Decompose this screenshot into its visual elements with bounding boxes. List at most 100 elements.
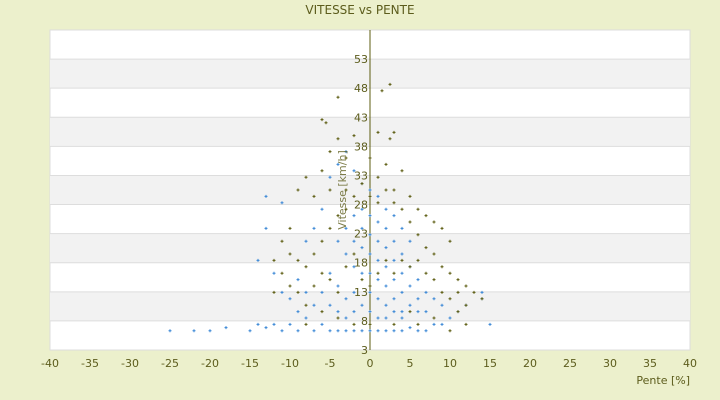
data-point-olive: [368, 194, 372, 198]
data-point-blue: [328, 329, 332, 333]
data-point-blue: [416, 310, 420, 314]
data-point-blue: [288, 322, 292, 326]
data-point-olive: [312, 252, 316, 256]
data-point-olive: [380, 89, 384, 93]
y-tick-label: 28: [354, 199, 368, 212]
data-point-blue: [392, 278, 396, 282]
data-point-olive: [368, 322, 372, 326]
y-tick-label: 8: [361, 315, 368, 328]
data-point-olive: [464, 284, 468, 288]
data-point-blue: [376, 220, 380, 224]
y-tick-label: 48: [354, 82, 368, 95]
data-point-olive: [392, 322, 396, 326]
data-point-blue: [384, 316, 388, 320]
data-point-olive: [376, 271, 380, 275]
data-point-blue: [424, 329, 428, 333]
data-point-blue: [448, 316, 452, 320]
data-point-olive: [304, 175, 308, 179]
data-point-blue: [312, 303, 316, 307]
x-tick-label: -20: [201, 357, 219, 370]
data-point-olive: [392, 188, 396, 192]
x-tick-label: 30: [603, 357, 617, 370]
data-point-blue: [376, 239, 380, 243]
data-point-olive: [320, 271, 324, 275]
x-tick-label: -40: [41, 357, 59, 370]
data-point-blue: [424, 310, 428, 314]
data-point-blue: [328, 303, 332, 307]
data-point-blue: [440, 303, 444, 307]
data-point-olive: [304, 322, 308, 326]
data-point-olive: [288, 284, 292, 288]
data-point-blue: [368, 252, 372, 256]
data-point-blue: [352, 329, 356, 333]
y-tick-label: 13: [354, 286, 368, 299]
data-point-blue: [288, 297, 292, 301]
y-tick-label: 53: [354, 53, 368, 66]
data-point-olive: [336, 214, 340, 218]
data-point-olive: [440, 290, 444, 294]
data-point-blue: [352, 290, 356, 294]
data-point-olive: [320, 239, 324, 243]
data-point-blue: [328, 271, 332, 275]
data-point-olive: [472, 290, 476, 294]
data-point-blue: [408, 239, 412, 243]
data-point-blue: [416, 329, 420, 333]
data-point-olive: [304, 303, 308, 307]
data-point-blue: [368, 188, 372, 192]
data-point-blue: [360, 329, 364, 333]
data-point-blue: [408, 303, 412, 307]
data-point-olive: [424, 246, 428, 250]
data-point-olive: [416, 322, 420, 326]
data-point-olive: [344, 207, 348, 211]
data-point-blue: [264, 326, 268, 330]
data-point-olive: [376, 175, 380, 179]
data-point-olive: [440, 226, 444, 230]
data-point-olive: [432, 220, 436, 224]
x-tick-label: 0: [367, 357, 374, 370]
data-point-blue: [376, 194, 380, 198]
x-tick-label: 10: [443, 357, 457, 370]
data-point-olive: [384, 188, 388, 192]
data-point-blue: [384, 265, 388, 269]
data-point-blue: [352, 239, 356, 243]
data-point-olive: [312, 284, 316, 288]
data-point-olive: [344, 156, 348, 160]
data-point-blue: [376, 278, 380, 282]
data-point-olive: [280, 271, 284, 275]
data-point-blue: [368, 329, 372, 333]
x-tick-label: -25: [161, 357, 179, 370]
data-point-blue: [344, 252, 348, 256]
x-tick-label: -30: [121, 357, 139, 370]
data-point-blue: [488, 322, 492, 326]
x-tick-label: -35: [81, 357, 99, 370]
data-point-blue: [384, 284, 388, 288]
data-point-olive: [328, 188, 332, 192]
x-tick-label: 35: [643, 357, 657, 370]
data-point-blue: [344, 297, 348, 301]
data-point-blue: [432, 322, 436, 326]
data-point-olive: [272, 258, 276, 262]
data-point-blue: [408, 284, 412, 288]
data-point-olive: [448, 329, 452, 333]
data-point-olive: [352, 194, 356, 198]
data-point-blue: [256, 258, 260, 262]
data-point-blue: [320, 207, 324, 211]
data-point-blue: [360, 207, 364, 211]
data-point-olive: [392, 201, 396, 205]
data-point-olive: [336, 290, 340, 294]
x-tick-label: 15: [483, 357, 497, 370]
data-point-blue: [344, 150, 348, 154]
data-point-blue: [272, 322, 276, 326]
data-point-olive: [384, 258, 388, 262]
data-point-olive: [424, 214, 428, 218]
data-point-olive: [456, 290, 460, 294]
data-point-blue: [368, 290, 372, 294]
data-point-olive: [448, 239, 452, 243]
data-point-olive: [416, 233, 420, 237]
data-point-blue: [400, 316, 404, 320]
y-tick-label: 18: [354, 257, 368, 270]
data-point-olive: [328, 278, 332, 282]
data-point-blue: [304, 316, 308, 320]
data-point-olive: [368, 156, 372, 160]
data-point-olive: [344, 265, 348, 269]
